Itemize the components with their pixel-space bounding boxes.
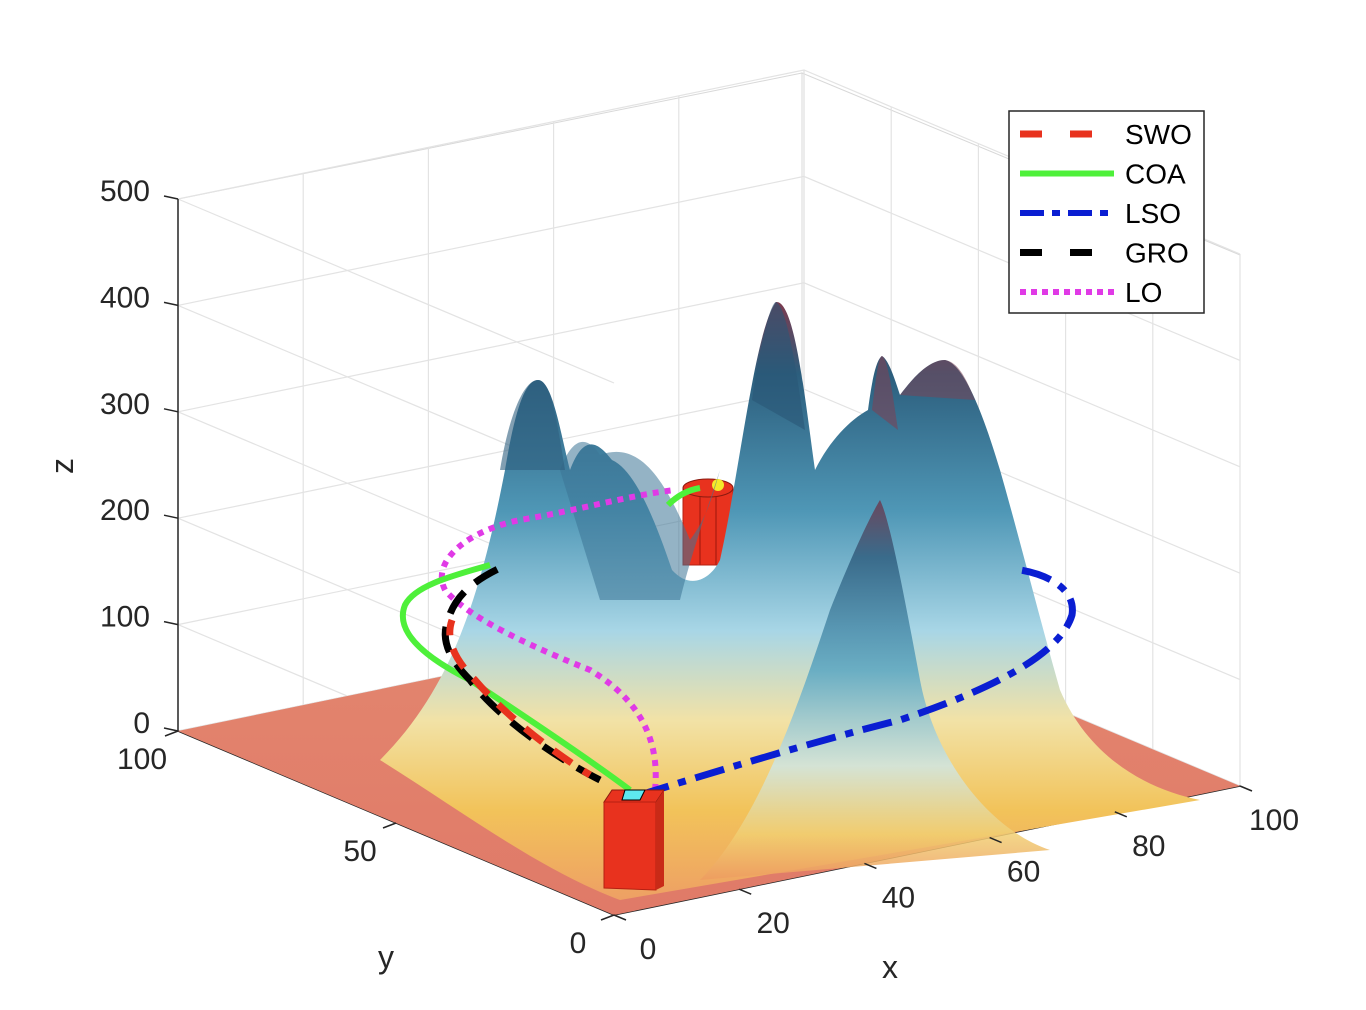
z-tick-label: 400: [100, 281, 150, 314]
x-tick-label: 60: [1007, 856, 1040, 889]
y-tick: [600, 914, 615, 921]
path-SWO: [446, 618, 592, 778]
x-tick: [864, 862, 877, 870]
z-tick: [163, 620, 179, 626]
x-tick-label: 100: [1249, 804, 1299, 837]
z-axis-label: z: [44, 458, 80, 474]
terrain-surface: [380, 301, 1200, 900]
x-tick-label: 0: [640, 933, 657, 966]
legend-label-coa: COA: [1125, 159, 1186, 190]
z-tick-label: 500: [100, 175, 150, 208]
path-GRO: [441, 564, 602, 784]
z-tick: [163, 514, 179, 519]
legend-label-gro: GRO: [1125, 238, 1189, 269]
x-tick: [1239, 785, 1253, 792]
y-tick: [382, 822, 397, 829]
legend-label-lo: LO: [1125, 277, 1162, 308]
y-tick-label: 50: [343, 835, 376, 868]
z-tick: [163, 727, 179, 732]
paths: [399, 485, 1076, 799]
x-tick: [1114, 811, 1128, 818]
z-tick: [163, 301, 179, 307]
y-tick: [164, 730, 179, 737]
path-LO: [438, 487, 676, 791]
legend: SWO COA LSO GRO LO: [1008, 110, 1205, 314]
z-tick-label: 0: [133, 707, 150, 740]
path-COA-top: [665, 485, 701, 508]
z-tick-label: 200: [100, 494, 150, 527]
z-tick: [163, 195, 179, 200]
z-tick-label: 100: [100, 601, 150, 634]
y-tick-label: 100: [117, 743, 167, 776]
x-tick-label: 40: [882, 881, 915, 914]
z-tick: [163, 408, 179, 413]
y-axis-label: y: [378, 939, 394, 975]
x-tick-label: 20: [757, 907, 790, 940]
z-gridline: [175, 282, 1241, 597]
x-tick: [989, 836, 1002, 844]
start-marker: [603, 789, 665, 891]
legend-label-lso: LSO: [1125, 198, 1181, 229]
x-tick-label: 80: [1132, 830, 1165, 863]
path-COA: [399, 562, 632, 793]
x-tick: [613, 914, 627, 921]
legend-label-swo: SWO: [1125, 119, 1192, 150]
y-tick-label: 0: [570, 927, 587, 960]
x-axis-label: x: [882, 949, 898, 985]
z-gridline: [175, 388, 1241, 703]
z-tick-label: 300: [100, 388, 150, 421]
x-tick: [738, 888, 752, 895]
